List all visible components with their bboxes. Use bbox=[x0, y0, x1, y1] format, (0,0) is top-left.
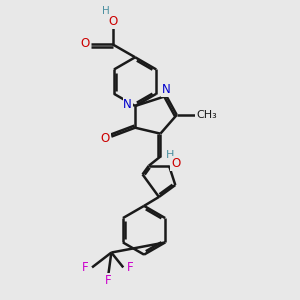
Text: O: O bbox=[101, 132, 110, 145]
Text: F: F bbox=[127, 261, 133, 274]
Text: H: H bbox=[102, 6, 110, 16]
Text: N: N bbox=[162, 83, 171, 96]
Text: H: H bbox=[166, 150, 174, 160]
Text: F: F bbox=[105, 274, 112, 287]
Text: O: O bbox=[109, 15, 118, 28]
Text: F: F bbox=[82, 261, 89, 274]
Text: CH₃: CH₃ bbox=[196, 110, 217, 120]
Text: O: O bbox=[171, 157, 180, 170]
Text: O: O bbox=[80, 38, 89, 50]
Text: N: N bbox=[123, 98, 132, 111]
